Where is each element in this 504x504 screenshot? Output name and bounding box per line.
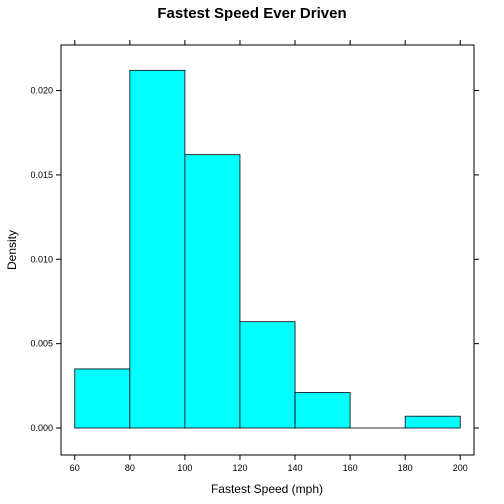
x-tick-label-60: 60 <box>70 463 80 473</box>
bar-3 <box>239 321 296 429</box>
bar-1 <box>129 69 186 429</box>
bar-0 <box>74 368 131 429</box>
x-axis-label: Fastest Speed (mph) <box>211 482 323 496</box>
y-tick-label-3: 0.015 <box>30 170 53 180</box>
x-tick-label-100: 100 <box>177 463 192 473</box>
bars-group <box>74 69 461 429</box>
y-axis: 0.000 0.005 0.010 0.015 0.020 <box>30 86 479 433</box>
x-tick-label-200: 200 <box>453 463 468 473</box>
x-tick-label-180: 180 <box>398 463 413 473</box>
x-tick-label-160: 160 <box>343 463 358 473</box>
y-tick-label-0: 0.000 <box>30 423 53 433</box>
y-tick-label-1: 0.005 <box>30 339 53 349</box>
y-tick-label-4: 0.020 <box>30 86 53 96</box>
bar-2 <box>184 154 241 429</box>
bar-4 <box>294 392 351 429</box>
x-axis: 60 80 100 120 140 160 180 200 <box>70 40 468 473</box>
y-axis-label: Density <box>5 230 19 270</box>
x-tick-label-140: 140 <box>288 463 303 473</box>
plot-frame <box>60 44 475 456</box>
y-tick-label-2: 0.010 <box>30 254 53 264</box>
x-tick-label-80: 80 <box>125 463 135 473</box>
chart-title: Fastest Speed Ever Driven <box>157 5 346 22</box>
x-tick-label-120: 120 <box>232 463 247 473</box>
bar-6 <box>404 415 461 429</box>
